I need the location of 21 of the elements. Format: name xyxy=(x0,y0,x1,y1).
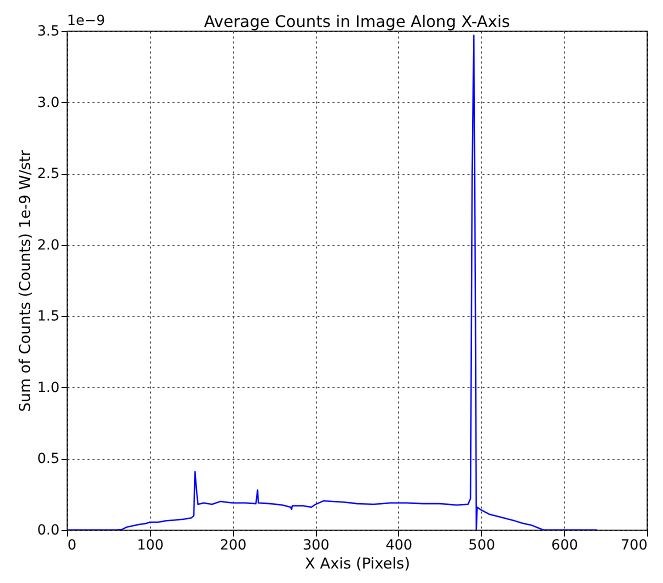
y-tick-label: 1.0 xyxy=(37,380,60,396)
line-series xyxy=(67,34,598,530)
x-tick-label: 100 xyxy=(136,538,164,554)
chart-title: Average Counts in Image Along X-Axis xyxy=(204,12,510,31)
y-tick-label: 0.5 xyxy=(37,451,60,468)
x-axis-title: X Axis (Pixels) xyxy=(304,554,410,572)
x-tick-label: 0 xyxy=(68,538,76,554)
x-tick-label: 400 xyxy=(386,538,412,554)
y-tick-label: 2.5 xyxy=(37,166,60,182)
text: 1e−9 xyxy=(67,13,106,29)
y-tick-label: 0.0 xyxy=(37,522,60,538)
x-tick-label: 200 xyxy=(220,538,247,554)
y-tick-label: 3.5 xyxy=(37,24,60,40)
x-tick-label: 600 xyxy=(551,538,578,554)
y-tick-label: 1.5 xyxy=(37,308,60,325)
y-tick-label: 2.0 xyxy=(37,237,60,254)
x-tick-label: 300 xyxy=(302,538,330,554)
y-axis-title: Sum of Counts (Counts) 1e-9 W/str xyxy=(16,149,34,412)
x-tick-label: 500 xyxy=(468,538,496,554)
x-tick-label: 700 xyxy=(620,538,648,554)
y-tick-label: 3.0 xyxy=(37,94,60,111)
